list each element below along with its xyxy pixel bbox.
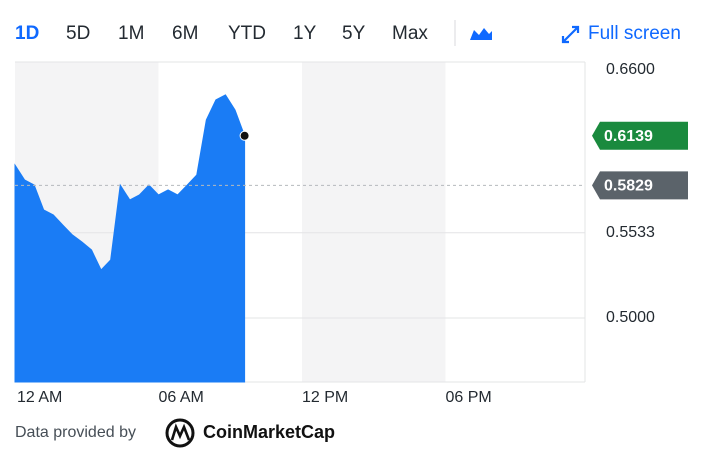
range-button[interactable]: 5Y [342, 23, 366, 44]
x-tick-label: 12 AM [17, 389, 62, 406]
last-point [239, 130, 250, 141]
last-price-tag [592, 121, 688, 150]
x-tick-label: 12 PM [302, 389, 348, 406]
range-button[interactable]: 6M [172, 23, 198, 44]
chart-type-icon[interactable] [470, 28, 492, 40]
y-tick-label: 0.6600 [606, 61, 655, 78]
range-button[interactable]: Max [392, 23, 428, 44]
range-button[interactable]: YTD [228, 23, 266, 44]
x-tick-label: 06 AM [159, 389, 204, 406]
full-screen-icon[interactable] [561, 25, 580, 44]
provider-name: CoinMarketCap [203, 422, 335, 442]
full-screen-button[interactable]: Full screen [588, 23, 681, 44]
previous-close-tag [592, 171, 688, 200]
x-tick-label: 06 PM [446, 389, 492, 406]
y-tick-label: 0.5533 [606, 224, 655, 241]
provided-by: Data provided by [15, 424, 136, 441]
range-button[interactable]: 5D [66, 23, 90, 44]
provider-logo [165, 418, 195, 448]
time-band [302, 62, 446, 382]
price-area [14, 94, 246, 383]
y-tick-label: 0.5000 [606, 309, 655, 326]
range-button[interactable]: 1Y [293, 23, 317, 44]
range-button[interactable]: 1M [118, 23, 144, 44]
previous-close-label: 0.5829 [604, 178, 653, 195]
last-price-label: 0.6139 [604, 128, 653, 145]
range-button[interactable]: 1D [15, 23, 39, 44]
